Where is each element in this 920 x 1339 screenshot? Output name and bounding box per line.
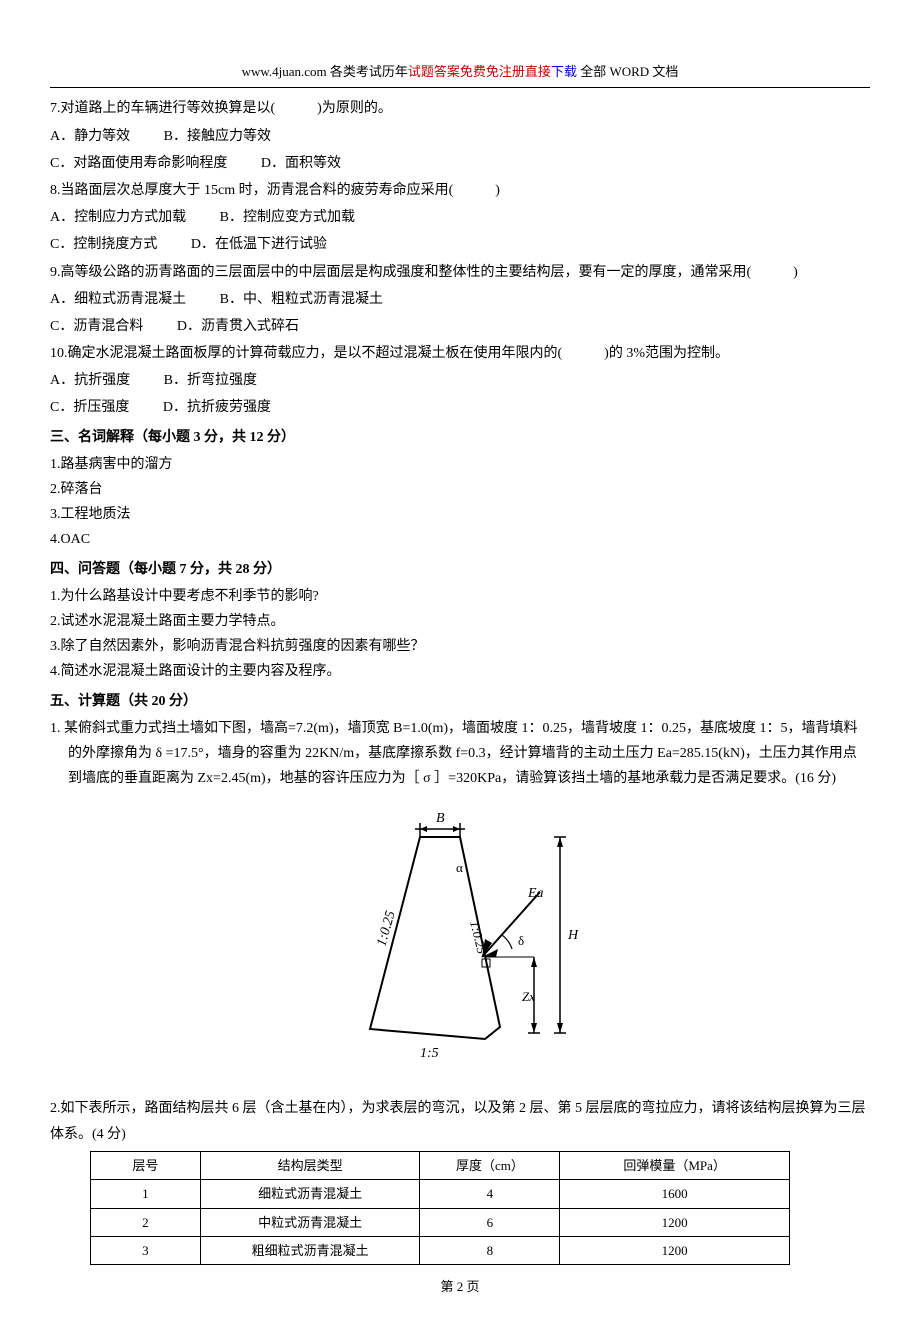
q9-c: C．沥青混合料 <box>50 319 143 334</box>
q7-d: D．面积等效 <box>261 156 341 171</box>
table-body: 1 细粒式沥青混凝土 4 1600 2 中粒式沥青混凝土 6 1200 3 粗细… <box>91 1180 790 1265</box>
sec5-p1: 1. 某俯斜式重力式挡土墙如下图，墙高=7.2(m)，墙顶宽 B=1.0(m)，… <box>50 716 870 792</box>
sec3-i1: 1.路基病害中的溜方 <box>50 452 870 477</box>
q9-d: D．沥青贯入式碎石 <box>177 319 299 334</box>
cell: 2 <box>91 1208 201 1236</box>
table-row: 3 粗细粒式沥青混凝土 8 1200 <box>91 1237 790 1265</box>
q8-options-row2: C．控制挠度方式 D．在低温下进行试验 <box>50 232 870 257</box>
sec5-p2: 2.如下表所示，路面结构层共 6 层（含土基在内），为求表层的弯沉，以及第 2 … <box>50 1096 870 1146</box>
page-header: www.4juan.com 各类考试历年试题答案免费免注册直接下载 全部 WOR… <box>50 60 870 88</box>
table-header-row: 层号 结构层类型 厚度（cm） 回弹模量（MPa） <box>91 1151 790 1179</box>
cell: 1200 <box>560 1208 790 1236</box>
q9-options-row2: C．沥青混合料 D．沥青贯入式碎石 <box>50 314 870 339</box>
q7-stem: 7.对道路上的车辆进行等效换算是以( )为原则的。 <box>50 96 870 121</box>
q8-stem: 8.当路面层次总厚度大于 15cm 时，沥青混合料的疲劳寿命应采用( ) <box>50 178 870 203</box>
label-alpha: α <box>456 860 463 875</box>
q10-a: A．抗折强度 <box>50 373 130 388</box>
cell: 4 <box>420 1180 560 1208</box>
th-1: 结构层类型 <box>200 1151 420 1179</box>
q10-stem: 10.确定水泥混凝土路面板厚的计算荷载应力，是以不超过混凝土板在使用年限内的( … <box>50 341 870 366</box>
q7-b: B．接触应力等效 <box>164 129 271 144</box>
q10-options-row2: C．折压强度 D．抗折疲劳强度 <box>50 395 870 420</box>
retaining-wall-figure: B 1:0.25 1:0.25 α Ea δ H Zx 1:5 <box>50 807 870 1076</box>
q10-c: C．折压强度 <box>50 400 129 415</box>
label-H: H <box>567 928 579 943</box>
label-delta: δ <box>518 933 524 948</box>
sec4-i4: 4.简述水泥混凝土路面设计的主要内容及程序。 <box>50 659 870 684</box>
site-url: www.4juan.com <box>242 64 327 79</box>
cell: 6 <box>420 1208 560 1236</box>
sec4-title: 四、问答题（每小题 7 分，共 28 分） <box>50 557 870 582</box>
header-text2: 全部 WORD 文档 <box>577 64 678 79</box>
q8-b: B．控制应变方式加载 <box>220 210 355 225</box>
cell: 1200 <box>560 1237 790 1265</box>
q8-options-row1: A．控制应力方式加载 B．控制应变方式加载 <box>50 205 870 230</box>
sec3-i2: 2.碎落台 <box>50 477 870 502</box>
table-row: 2 中粒式沥青混凝土 6 1200 <box>91 1208 790 1236</box>
sec4-i1: 1.为什么路基设计中要考虑不利季节的影响? <box>50 584 870 609</box>
q9-b: B．中、粗粒式沥青混凝土 <box>220 292 383 307</box>
header-text1: 各类考试历年 <box>327 64 408 79</box>
cell: 1 <box>91 1180 201 1208</box>
header-red: 试题答案免费免注册直接 <box>408 64 551 79</box>
cell: 粗细粒式沥青混凝土 <box>200 1237 420 1265</box>
q9-stem: 9.高等级公路的沥青路面的三层面层中的中层面层是构成强度和整体性的主要结构层，要… <box>50 260 870 285</box>
q7-a: A．静力等效 <box>50 129 130 144</box>
wall-diagram-svg: B 1:0.25 1:0.25 α Ea δ H Zx 1:5 <box>330 807 590 1067</box>
layer-table: 层号 结构层类型 厚度（cm） 回弹模量（MPa） 1 细粒式沥青混凝土 4 1… <box>90 1151 790 1266</box>
cell: 8 <box>420 1237 560 1265</box>
cell: 3 <box>91 1237 201 1265</box>
q8-d: D．在低温下进行试验 <box>191 237 327 252</box>
cell: 1600 <box>560 1180 790 1208</box>
q7-options-row1: A．静力等效 B．接触应力等效 <box>50 124 870 149</box>
cell: 细粒式沥青混凝土 <box>200 1180 420 1208</box>
sec4-i2: 2.试述水泥混凝土路面主要力学特点。 <box>50 609 870 634</box>
label-Zx: Zx <box>522 989 535 1004</box>
q9-options-row1: A．细粒式沥青混凝土 B．中、粗粒式沥青混凝土 <box>50 287 870 312</box>
q10-options-row1: A．抗折强度 B．折弯拉强度 <box>50 368 870 393</box>
sec3-i3: 3.工程地质法 <box>50 502 870 527</box>
label-Ea: Ea <box>527 886 544 901</box>
cell: 中粒式沥青混凝土 <box>200 1208 420 1236</box>
sec3-title: 三、名词解释（每小题 3 分，共 12 分） <box>50 425 870 450</box>
page-footer: 第 2 页 <box>50 1275 870 1298</box>
label-B: B <box>436 811 445 826</box>
header-blue: 下载 <box>551 64 577 79</box>
label-base: 1:5 <box>420 1046 439 1061</box>
q7-options-row2: C．对路面使用寿命影响程度 D．面积等效 <box>50 151 870 176</box>
th-0: 层号 <box>91 1151 201 1179</box>
sec3-i4: 4.OAC <box>50 527 870 552</box>
q10-d: D．抗折疲劳强度 <box>163 400 271 415</box>
q8-c: C．控制挠度方式 <box>50 237 157 252</box>
sec4-i3: 3.除了自然因素外，影响沥青混合料抗剪强度的因素有哪些？ <box>50 634 870 659</box>
table-row: 1 细粒式沥青混凝土 4 1600 <box>91 1180 790 1208</box>
q7-c: C．对路面使用寿命影响程度 <box>50 156 227 171</box>
th-2: 厚度（cm） <box>420 1151 560 1179</box>
th-3: 回弹模量（MPa） <box>560 1151 790 1179</box>
sec5-title: 五、计算题（共 20 分） <box>50 689 870 714</box>
q10-b: B．折弯拉强度 <box>164 373 257 388</box>
q8-a: A．控制应力方式加载 <box>50 210 186 225</box>
q9-a: A．细粒式沥青混凝土 <box>50 292 186 307</box>
